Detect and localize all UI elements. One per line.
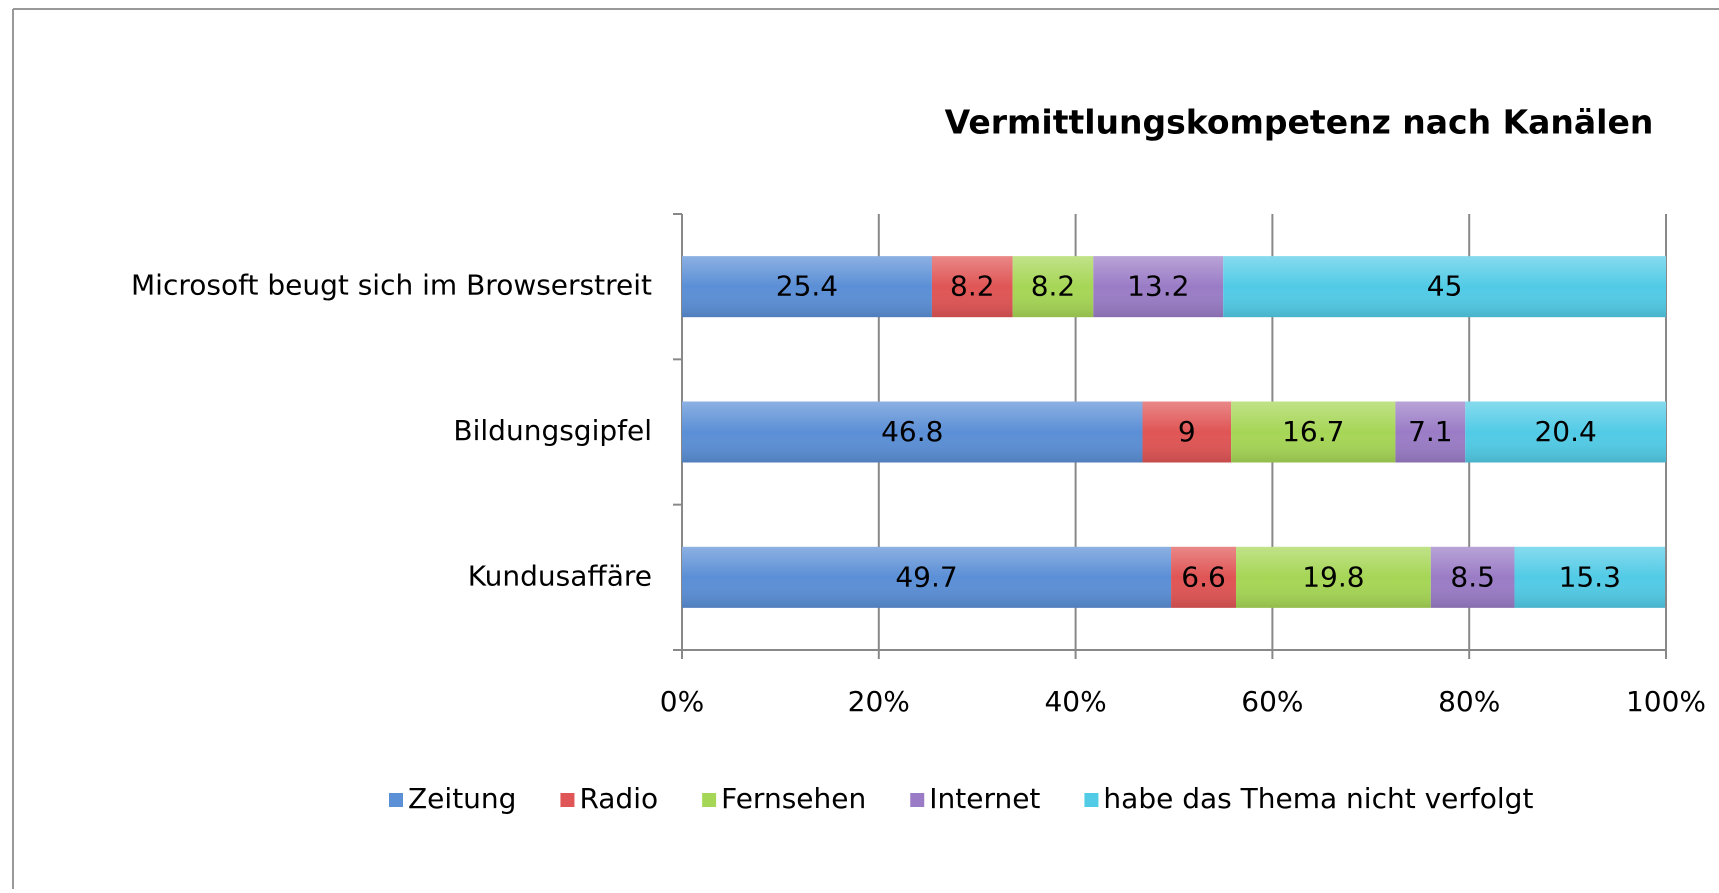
data-label: 20.4 (1534, 415, 1596, 448)
x-tick-label: 80% (1438, 685, 1500, 718)
data-label: 13.2 (1127, 270, 1189, 303)
bar-shade (682, 546, 1172, 608)
bar-shade (1465, 401, 1666, 463)
data-label: 16.7 (1282, 415, 1344, 448)
legend-swatch (702, 793, 717, 807)
bar-shade (1430, 546, 1515, 608)
legend-swatch (560, 793, 575, 807)
data-label: 25.4 (776, 270, 838, 303)
x-tick-label: 0% (660, 685, 704, 718)
bar-shade (1231, 401, 1396, 463)
data-label: 45 (1427, 270, 1463, 303)
data-label: 46.8 (881, 415, 943, 448)
y-tick-label: Kundusaffäre (468, 559, 652, 592)
legend-swatch (389, 793, 403, 807)
x-tick-label: 20% (848, 685, 910, 718)
y-tick-label: Microsoft beugt sich im Browserstreit (131, 269, 652, 302)
legend-label: Radio (579, 782, 658, 815)
y-tick-label: Bildungsgipfel (453, 414, 652, 447)
data-label: 7.1 (1408, 415, 1453, 448)
legend-swatch (910, 793, 925, 807)
bar-shade (1223, 256, 1666, 318)
bar-shade (1093, 256, 1224, 318)
x-tick-label: 100% (1626, 685, 1706, 718)
legend-label: Zeitung (408, 782, 516, 815)
legend-swatch (1084, 793, 1099, 807)
x-tick-label: 60% (1241, 685, 1303, 718)
bar-shade (1395, 401, 1466, 463)
legend-label: Fernsehen (721, 782, 866, 815)
bar-shade (682, 401, 1143, 463)
data-label: 8.5 (1450, 560, 1495, 593)
data-label: 8.2 (950, 270, 995, 303)
bar-shade (1142, 401, 1232, 463)
legend-label: habe das Thema nicht verfolgt (1103, 782, 1533, 815)
data-label: 19.8 (1302, 560, 1364, 593)
data-label: 49.7 (895, 560, 957, 593)
bar-shade (1514, 546, 1666, 608)
data-label: 8.2 (1031, 270, 1076, 303)
data-label: 6.6 (1181, 560, 1226, 593)
legend-label: Internet (929, 782, 1040, 815)
x-tick-label: 40% (1044, 685, 1106, 718)
bar-shade (1171, 546, 1236, 608)
data-label: 9 (1178, 415, 1196, 448)
bar-shade (931, 256, 1013, 318)
bar-shade (1235, 546, 1431, 608)
chart-title: Vermittlungskompetenz nach Kanälen (945, 103, 1654, 142)
bar-shade (1012, 256, 1094, 318)
data-label: 15.3 (1559, 560, 1621, 593)
bar-shade (682, 256, 932, 318)
